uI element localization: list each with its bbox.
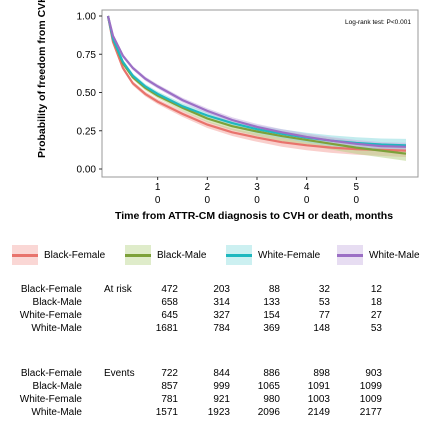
at-risk-cell: 645 (161, 310, 178, 321)
events-cell: 857 (161, 381, 178, 392)
events-cell: 1065 (257, 381, 280, 392)
legend-label: Black-Male (157, 249, 207, 261)
legend-swatch (337, 245, 363, 265)
events-cell: 921 (213, 394, 230, 405)
legend-label: White-Female (258, 249, 321, 261)
legend-swatch-line (125, 254, 151, 257)
at-risk-cell: 77 (318, 310, 330, 321)
legend-swatch (125, 245, 151, 265)
events-cell: 1571 (155, 407, 178, 418)
events-cell: 903 (365, 368, 382, 379)
events-cell: 898 (313, 368, 330, 379)
at-risk-cell: 32 (318, 284, 330, 295)
y-tick-label: 0.00 (77, 165, 97, 176)
events-group-label: Black-Male (32, 381, 82, 392)
events-cell: 980 (263, 394, 280, 405)
x-tick-label: 4 (304, 182, 310, 193)
legend-item-black-male: Black-Male (125, 245, 206, 265)
y-tick-label: 0.75 (77, 50, 97, 61)
at-risk-cell: 327 (213, 310, 230, 321)
events-cell: 1003 (307, 394, 330, 405)
legend-swatch (12, 245, 38, 265)
events-cell: 844 (213, 368, 230, 379)
x-tick-label: 2 (205, 182, 211, 193)
legend-swatch-line (12, 254, 38, 257)
events-cell: 999 (213, 381, 230, 392)
at-risk-cell: 53 (370, 323, 382, 334)
at-risk-title: At risk (104, 284, 132, 295)
events-cell: 1923 (207, 407, 230, 418)
at-risk-cell: 148 (313, 323, 330, 334)
x-tick-label-second-row: 0 (205, 195, 211, 206)
legend-label: White-Male (369, 249, 420, 261)
at-risk-cell: 784 (213, 323, 230, 334)
at-risk-group-label: White-Male (31, 323, 82, 334)
at-risk-group-label: Black-Female (20, 284, 82, 295)
x-tick-label-second-row: 0 (304, 195, 310, 206)
events-cell: 722 (161, 368, 178, 379)
events-cell: 1009 (359, 394, 382, 405)
x-tick-label-second-row: 0 (354, 195, 360, 206)
x-tick-label: 5 (354, 182, 360, 193)
y-tick-label: 0.50 (77, 88, 97, 99)
x-tick-label-second-row: 0 (155, 195, 161, 206)
at-risk-cell: 88 (268, 284, 280, 295)
ci-band-white-male (108, 16, 406, 151)
legend-swatch (226, 245, 252, 265)
at-risk-cell: 53 (318, 297, 330, 308)
legend-item-white-female: White-Female (226, 245, 320, 265)
at-risk-cell: 18 (370, 297, 382, 308)
at-risk-cell: 27 (370, 310, 382, 321)
events-group-label: Black-Female (20, 368, 82, 379)
at-risk-cell: 314 (213, 297, 230, 308)
at-risk-group-label: White-Female (19, 310, 82, 321)
events-cell: 1099 (359, 381, 382, 392)
at-risk-cell: 133 (263, 297, 280, 308)
legend-item-white-male: White-Male (337, 245, 420, 265)
y-tick-label: 1.00 (77, 12, 97, 23)
log-rank-annotation: Log-rank test: P<0.001 (345, 19, 411, 26)
events-cell: 1091 (307, 381, 330, 392)
survival-curve-black-female (106, 15, 407, 152)
legend-item-black-female: Black-Female (12, 245, 105, 265)
events-title: Events (104, 368, 135, 379)
x-tick-label: 3 (254, 182, 260, 193)
events-cell: 781 (161, 394, 178, 405)
at-risk-cell: 154 (263, 310, 280, 321)
at-risk-cell: 1681 (155, 323, 178, 334)
events-cell: 2149 (307, 407, 330, 418)
at-risk-cell: 658 (161, 297, 178, 308)
x-axis-label: Time from ATTR-CM diagnosis to CVH or de… (115, 210, 394, 222)
events-group-label: White-Male (31, 407, 82, 418)
y-tick-label: 0.25 (77, 126, 97, 137)
at-risk-cell: 369 (263, 323, 280, 334)
survival-curve-white-male (106, 15, 407, 148)
at-risk-cell: 203 (213, 284, 230, 295)
x-tick-label-second-row: 0 (254, 195, 260, 206)
events-cell: 886 (263, 368, 280, 379)
events-cell: 2096 (257, 407, 280, 418)
legend-swatch-line (226, 254, 252, 257)
events-cell: 2177 (359, 407, 382, 418)
at-risk-group-label: Black-Male (32, 297, 82, 308)
legend-label: Black-Female (44, 249, 106, 261)
legend-swatch-line (337, 254, 363, 257)
events-group-label: White-Female (19, 394, 82, 405)
at-risk-cell: 472 (161, 284, 178, 295)
x-tick-label: 1 (155, 182, 161, 193)
y-axis-label: Probability of freedom from CVH or death (36, 0, 48, 158)
at-risk-cell: 12 (370, 284, 382, 295)
